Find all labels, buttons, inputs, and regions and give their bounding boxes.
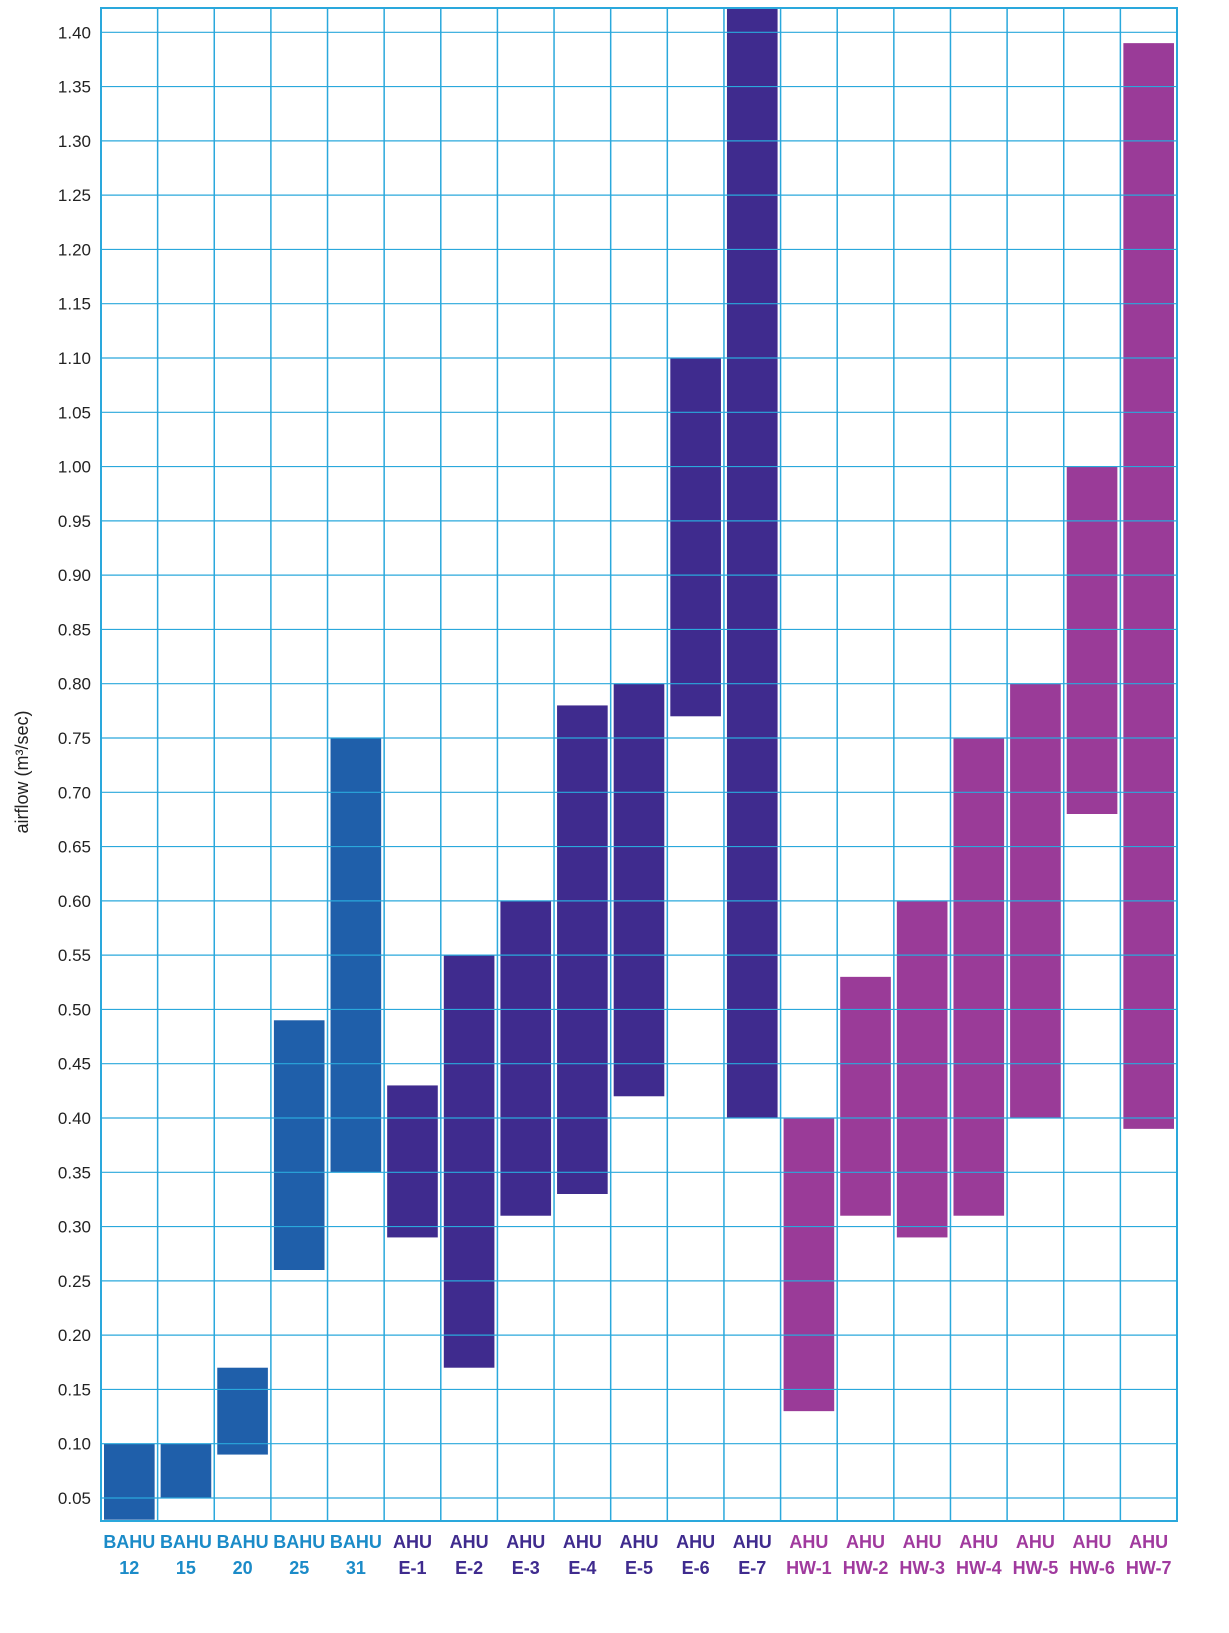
x-category-label: BAHU 25 <box>273 1532 325 1578</box>
bar-ahu-e-2 <box>443 955 495 1368</box>
y-tick-label: 0.80 <box>58 675 91 694</box>
y-tick-label: 0.90 <box>58 566 91 585</box>
x-category-label: BAHU 20 <box>217 1532 269 1578</box>
x-category-label: AHU E-1 <box>393 1532 432 1578</box>
y-tick-labels: 0.05 0.10 0.15 0.20 0.25 0.30 0.35 0.40 0.45 0.50… <box>58 23 91 1508</box>
y-tick-label: 0.40 <box>58 1109 91 1128</box>
x-category-label: BAHU 15 <box>160 1532 212 1578</box>
y-tick-label: 0.25 <box>58 1272 91 1291</box>
x-category-label: AHU E-4 <box>563 1532 602 1578</box>
x-category-label: AHU E-3 <box>506 1532 545 1578</box>
y-tick-label: 0.60 <box>58 892 91 911</box>
x-category-label: AHU HW-4 <box>956 1532 1002 1578</box>
bar-bahu-25 <box>273 1020 325 1270</box>
y-tick-label: 0.85 <box>58 620 91 639</box>
bar-bahu-15 <box>160 1443 212 1498</box>
y-tick-label: 1.25 <box>58 186 91 205</box>
y-tick-label: 1.00 <box>58 458 91 477</box>
bar-ahu-hw-3 <box>896 900 948 1238</box>
y-tick-label: 0.55 <box>58 946 91 965</box>
y-tick-label: 1.40 <box>58 23 91 42</box>
y-tick-label: 0.65 <box>58 838 91 857</box>
bar-bahu-20 <box>217 1367 268 1455</box>
x-category-label: AHU E-7 <box>733 1532 772 1578</box>
y-tick-label: 0.10 <box>58 1435 91 1454</box>
x-category-label: AHU HW-2 <box>843 1532 889 1578</box>
x-category-label: AHU E-2 <box>450 1532 489 1578</box>
x-category-label: AHU E-6 <box>676 1532 715 1578</box>
y-tick-label: 0.30 <box>58 1218 91 1237</box>
y-tick-label: 1.15 <box>58 295 91 314</box>
bar-ahu-hw-7 <box>1123 43 1174 1129</box>
bar-ahu-hw-6 <box>1066 466 1118 814</box>
y-tick-label: 0.70 <box>58 783 91 802</box>
y-tick-label: 0.95 <box>58 512 91 531</box>
y-tick-label: 1.30 <box>58 132 91 151</box>
y-tick-label: 0.20 <box>58 1326 91 1345</box>
x-category-label: AHU HW-3 <box>899 1532 945 1578</box>
y-tick-label: 0.75 <box>58 729 91 748</box>
bars-layer <box>104 8 1174 1520</box>
x-category-label: BAHU 31 <box>330 1532 382 1578</box>
y-tick-label: 0.35 <box>58 1163 91 1182</box>
y-tick-label: 0.05 <box>58 1489 91 1508</box>
plot-frame <box>100 7 1178 1522</box>
bar-ahu-e-3 <box>500 900 552 1216</box>
x-category-label: AHU HW-1 <box>786 1532 832 1578</box>
bar-ahu-e-6 <box>670 358 721 717</box>
y-tick-label: 1.10 <box>58 349 91 368</box>
y-axis-label: airflow (m³/sec) <box>12 710 32 833</box>
x-category-label: BAHU 12 <box>103 1532 155 1578</box>
y-tick-label: 0.50 <box>58 1000 91 1019</box>
bar-ahu-hw-2 <box>840 976 891 1216</box>
x-category-label: AHU HW-6 <box>1069 1532 1115 1578</box>
x-category-label: AHU E-5 <box>620 1532 659 1578</box>
x-category-label: AHU HW-5 <box>1013 1532 1059 1578</box>
y-tick-label: 0.15 <box>58 1380 91 1399</box>
y-tick-label: 1.05 <box>58 403 91 422</box>
bar-bahu-12 <box>104 1443 155 1520</box>
bar-ahu-hw-4 <box>953 738 1005 1216</box>
grid-layer <box>100 7 1178 1522</box>
x-category-label: AHU HW-7 <box>1126 1532 1172 1578</box>
bar-ahu-e-1 <box>387 1085 438 1238</box>
bar-ahu-e-5 <box>613 683 665 1097</box>
y-tick-label: 0.45 <box>58 1055 91 1074</box>
y-tick-label: 1.20 <box>58 240 91 259</box>
bar-ahu-e-7 <box>726 8 778 1118</box>
y-tick-label: 1.35 <box>58 78 91 97</box>
bar-ahu-e-4 <box>557 705 608 1194</box>
bar-ahu-hw-1 <box>783 1118 835 1412</box>
